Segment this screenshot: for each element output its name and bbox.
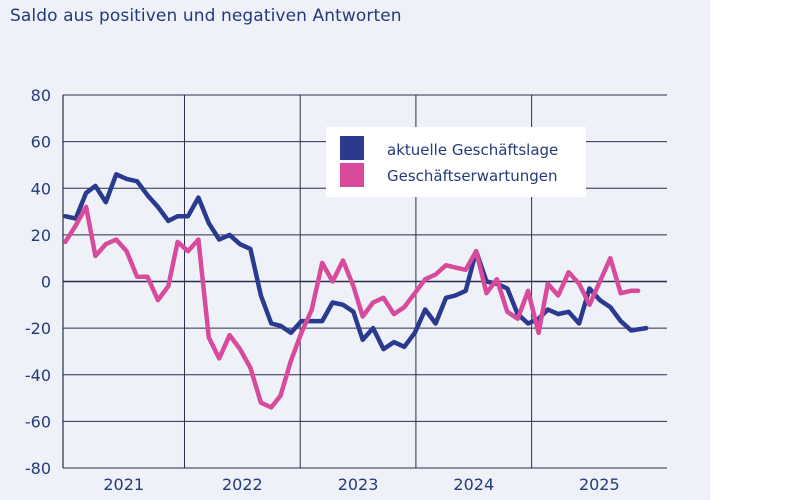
legend-label-aktuelle-geschaeftslage: aktuelle Geschäftslage <box>387 141 558 159</box>
line-chart: 80 60 40 20 0 -20 -40 -60 -80 2021 2022 2023 2024 202… <box>25 86 667 494</box>
y-tick-label--80: -80 <box>25 459 51 478</box>
series-line-aktuelle-geschaeftslage <box>63 172 649 352</box>
legend-label-geschaeftserwartungen: Geschäftserwartungen <box>387 167 558 185</box>
series-line-geschaeftserwartungen <box>63 204 641 410</box>
x-tick-label-2025: 2025 <box>579 475 620 494</box>
x-tick-label-2023: 2023 <box>338 475 379 494</box>
y-tick-label-80: 80 <box>31 86 51 105</box>
y-tick-label-20: 20 <box>31 226 51 245</box>
y-tick-label--20: -20 <box>25 319 51 338</box>
y-tick-label-40: 40 <box>31 179 51 198</box>
legend-box <box>326 127 586 197</box>
y-tick-label-0: 0 <box>41 273 51 292</box>
legend-swatch-geschaeftserwartungen <box>340 163 364 187</box>
legend-swatch-aktuelle-geschaeftslage <box>340 136 364 160</box>
legend: aktuelle Geschäftslage Geschäftserwartun… <box>326 127 586 197</box>
series-layer <box>63 172 649 410</box>
x-tick-label-2022: 2022 <box>222 475 263 494</box>
axis-layer: 80 60 40 20 0 -20 -40 -60 -80 2021 2022 2023 2024 202… <box>25 86 620 494</box>
chart-title: Saldo aus positiven und negativen Antwor… <box>10 6 402 26</box>
y-tick-label-60: 60 <box>31 133 51 152</box>
y-tick-label--60: -60 <box>25 412 51 431</box>
x-tick-label-2024: 2024 <box>453 475 494 494</box>
x-tick-label-2021: 2021 <box>103 475 144 494</box>
chart-panel: Saldo aus positiven und negativen Antwor… <box>0 0 710 500</box>
y-tick-label--40: -40 <box>25 366 51 385</box>
